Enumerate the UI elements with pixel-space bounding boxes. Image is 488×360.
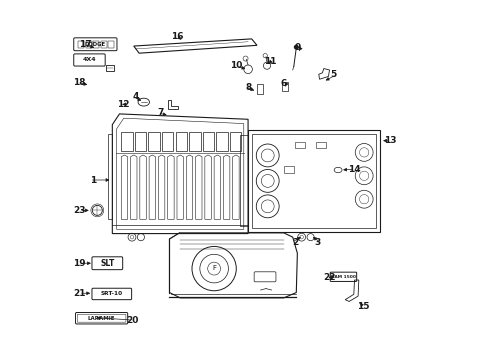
Circle shape	[294, 45, 298, 49]
Text: LARAMIE: LARAMIE	[88, 316, 115, 321]
Text: RAM 1500: RAM 1500	[330, 275, 355, 279]
Text: 5: 5	[329, 70, 336, 79]
Text: 1: 1	[90, 176, 96, 185]
Bar	[203, 132, 214, 152]
Bar	[101, 41, 106, 48]
Bar	[247, 130, 380, 232]
Text: 22: 22	[323, 273, 335, 282]
Text: 13: 13	[383, 136, 395, 145]
Text: 2: 2	[291, 238, 298, 247]
Bar	[294, 142, 304, 148]
Bar	[106, 65, 114, 71]
Bar	[282, 82, 288, 91]
Bar	[108, 134, 112, 219]
Text: 19: 19	[73, 259, 85, 268]
Bar	[257, 84, 263, 94]
Bar	[283, 166, 293, 173]
Text: 21: 21	[73, 289, 85, 298]
Text: SLT: SLT	[100, 259, 114, 268]
Bar	[148, 132, 160, 152]
Text: DODGE: DODGE	[85, 42, 106, 47]
Text: 15: 15	[356, 302, 369, 311]
Bar	[108, 41, 114, 48]
Bar	[252, 134, 375, 228]
Text: 17: 17	[79, 40, 91, 49]
Bar	[162, 132, 173, 152]
Text: SRT-10: SRT-10	[101, 292, 122, 296]
Text: 12: 12	[117, 100, 129, 109]
Bar	[121, 132, 132, 152]
Text: 8: 8	[245, 83, 251, 92]
Text: 14: 14	[347, 165, 360, 174]
Bar	[315, 142, 325, 148]
Bar	[240, 135, 247, 226]
Text: F: F	[212, 265, 216, 270]
Bar	[86, 41, 91, 48]
Bar	[78, 41, 84, 48]
Text: 11: 11	[264, 57, 276, 66]
Text: 20: 20	[125, 315, 138, 324]
Text: 7: 7	[158, 108, 164, 117]
Text: 16: 16	[171, 32, 183, 41]
Bar	[135, 132, 146, 152]
Text: 23: 23	[73, 206, 85, 215]
Text: 6: 6	[280, 79, 286, 88]
Text: 3: 3	[313, 238, 320, 247]
Text: 10: 10	[230, 61, 242, 70]
Bar	[93, 41, 99, 48]
Text: 4: 4	[132, 91, 139, 100]
Bar	[216, 132, 227, 152]
Bar	[229, 132, 241, 152]
Text: 4X4: 4X4	[82, 58, 96, 63]
Bar	[189, 132, 200, 152]
Text: 9: 9	[294, 43, 300, 52]
Bar	[175, 132, 186, 152]
Text: 18: 18	[73, 78, 85, 87]
